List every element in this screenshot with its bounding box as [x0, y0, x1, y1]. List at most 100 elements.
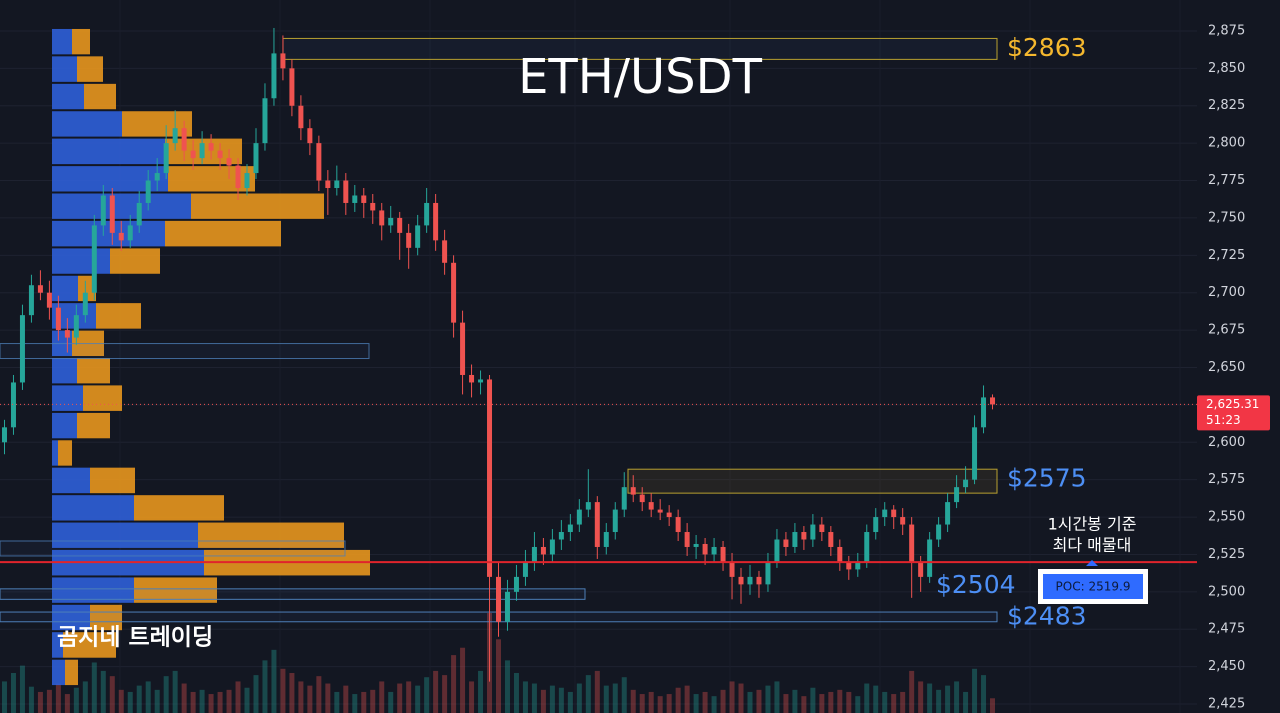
candle-body: [576, 509, 582, 525]
volume-bar: [963, 691, 969, 713]
profile-down: [77, 56, 103, 82]
candle-body: [415, 225, 421, 248]
volume-bar: [325, 683, 331, 713]
candle-body: [19, 315, 25, 383]
candle-body: [972, 427, 978, 480]
volume-bar: [172, 670, 178, 713]
profile-down: [165, 220, 281, 247]
volume-bar: [451, 655, 457, 713]
level-label: $2483: [1007, 601, 1087, 630]
volume-bar: [945, 685, 951, 713]
volume-bar: [307, 685, 313, 713]
candle-body: [154, 173, 160, 181]
volume-bar: [810, 687, 816, 713]
candle-body: [100, 195, 106, 226]
candle-body: [487, 379, 493, 577]
volume-bar: [513, 673, 519, 713]
candle-body: [594, 502, 600, 547]
volume-bar: [208, 694, 214, 713]
candle-body: [73, 315, 79, 338]
candle-body: [801, 532, 807, 540]
candle-body: [954, 487, 960, 503]
volume-bar: [145, 681, 151, 713]
profile-up: [52, 632, 63, 658]
volume-bar: [801, 696, 807, 713]
candle-body: [379, 210, 385, 226]
volume-bar: [522, 681, 528, 713]
volume-bar: [226, 689, 232, 713]
volume-bar: [936, 689, 942, 713]
volume-bar: [424, 677, 430, 713]
candle-body: [370, 202, 376, 211]
profile-down: [134, 577, 217, 603]
level-label: $2863: [1007, 33, 1087, 62]
volume-bar: [82, 681, 88, 713]
volume-bar: [702, 691, 708, 713]
volume-bar: [316, 676, 322, 713]
volume-bar: [819, 694, 825, 713]
volume-bar: [909, 670, 915, 713]
y-tick-label: 2,650: [1208, 360, 1245, 375]
profile-down: [96, 303, 141, 329]
candle-body: [271, 53, 277, 99]
profile-down: [77, 412, 110, 439]
volume-bar: [540, 689, 546, 713]
candle-body: [244, 173, 250, 189]
y-tick-label: 2,875: [1208, 23, 1245, 38]
watermark: 곰지네 트레이딩: [57, 625, 213, 651]
candle-body: [837, 546, 843, 562]
volume-bar: [100, 670, 106, 713]
volume-bar: [55, 683, 61, 713]
y-tick-label: 2,675: [1208, 323, 1245, 338]
y-tick-label: 2,850: [1208, 61, 1245, 76]
poc-box: [1043, 574, 1143, 599]
candle-body: [585, 502, 591, 510]
volume-bar: [639, 694, 645, 713]
profile-up: [52, 275, 78, 302]
candle-body: [729, 561, 735, 577]
volume-bar: [91, 662, 97, 713]
volume-bar: [370, 689, 376, 713]
volume-bar: [442, 675, 448, 713]
volume-bar: [720, 689, 726, 713]
volume-bar: [343, 685, 349, 713]
candle-body: [909, 524, 915, 562]
volume-bar: [190, 691, 196, 713]
volume-bar: [235, 681, 241, 713]
volume-bar: [603, 685, 609, 713]
candle-body: [388, 217, 394, 226]
poc-label: POC: 2519.9: [1056, 580, 1131, 594]
candle-body: [55, 307, 61, 331]
volume-bar: [585, 675, 591, 713]
profile-down: [191, 193, 324, 219]
candle-body: [657, 509, 663, 513]
candle-body: [855, 561, 861, 570]
volume-bar: [981, 675, 987, 713]
candle-body: [91, 225, 97, 293]
candle-body: [145, 180, 151, 203]
candle-body: [37, 285, 43, 293]
candle-body: [352, 195, 358, 203]
candle-body: [522, 561, 528, 577]
volume-bar: [469, 681, 475, 713]
volume-bar: [163, 676, 169, 713]
candle-body: [163, 143, 169, 174]
candle-body: [936, 524, 942, 540]
candle-body: [118, 232, 124, 241]
profile-up: [52, 220, 165, 247]
candle-body: [262, 98, 268, 144]
volume-bar: [990, 698, 996, 713]
candle-body: [513, 576, 519, 592]
candle-body: [442, 240, 448, 263]
y-tick-label: 2,425: [1208, 697, 1245, 712]
volume-bar: [828, 691, 834, 713]
volume-bar: [136, 685, 142, 713]
volume-bar: [406, 681, 412, 713]
candle-body: [549, 539, 555, 555]
profile-up: [52, 385, 83, 411]
profile-up: [52, 440, 58, 466]
volume-bar: [954, 681, 960, 713]
candle-body: [918, 561, 924, 577]
level-zone: [627, 468, 998, 494]
